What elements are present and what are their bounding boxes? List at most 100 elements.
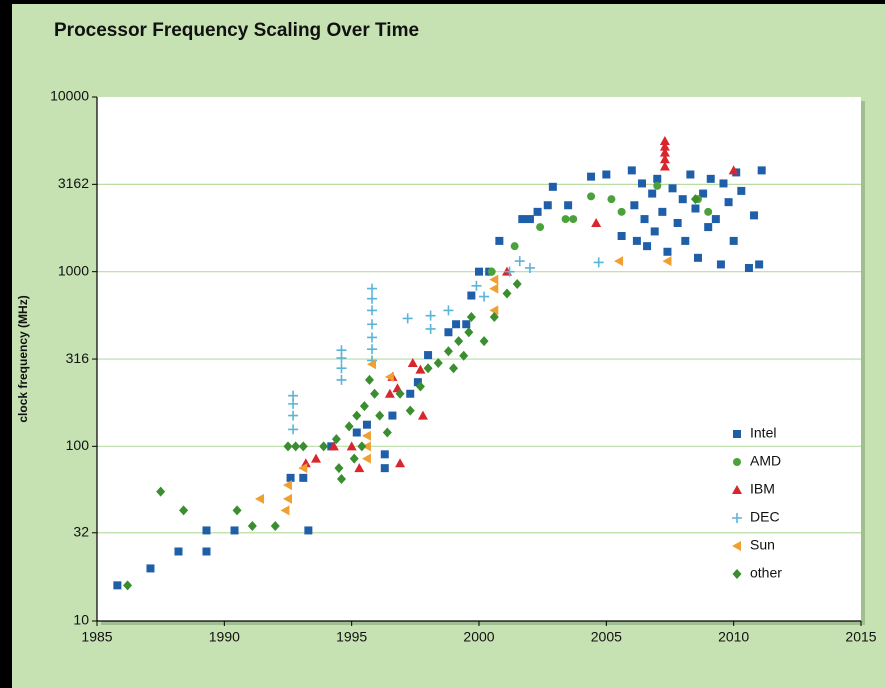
point [607,195,616,204]
point [686,170,695,179]
point [724,198,733,207]
point [681,236,690,245]
legend-marker [732,485,742,494]
point [179,505,189,516]
point [336,363,347,374]
point [346,441,357,451]
point [380,464,389,473]
point [659,141,670,151]
point [518,215,527,224]
point [113,581,122,590]
point [587,192,596,201]
y-tick-label: 3162 [58,175,89,191]
point [466,312,476,323]
point [711,215,720,224]
point [286,473,295,482]
x-tick-label: 2015 [845,629,876,645]
point [444,328,453,337]
marks [113,135,766,591]
point [536,223,545,232]
point [617,232,626,241]
point [640,215,649,224]
x-tick-label: 2010 [718,629,749,645]
point [361,453,371,464]
point [525,215,534,224]
point [533,207,542,216]
point [475,267,483,276]
point [367,305,378,316]
x-tick-label: 1990 [209,629,240,645]
point [405,405,415,416]
point [359,401,369,412]
point [288,390,299,401]
point [406,389,415,398]
point [367,319,378,330]
point [230,526,239,535]
point [632,236,641,245]
axes: 10 32 100 316 1000 3162 10000 1985 1990 1995 2000 2… [50,88,877,645]
point [678,195,687,204]
point [334,463,344,474]
point [728,165,739,175]
point [630,201,639,210]
point [650,227,659,236]
point [452,320,461,329]
point [367,359,377,370]
point [587,172,596,181]
y-tick-label: 10 [73,612,89,628]
point [489,312,499,323]
point [352,410,362,421]
y-tick-label: 32 [73,523,89,539]
point [298,441,308,452]
point [659,161,670,171]
point [591,217,602,227]
point [202,526,211,535]
point [617,207,626,216]
point [514,256,525,267]
point [512,278,522,289]
point [423,363,433,374]
point [300,458,311,468]
point [548,182,557,191]
point [719,179,728,188]
point [690,194,700,205]
point [395,388,405,399]
point [156,486,166,497]
point [543,201,552,210]
point [304,526,313,535]
x-tick-label: 2005 [591,629,622,645]
point [443,305,454,316]
legend-label: AMD [750,453,781,469]
point [417,410,428,420]
legend-label: IBM [750,481,775,497]
point [336,474,346,485]
point [232,505,242,516]
point [716,260,725,269]
legend: Intel AMD IBM DEC Sun other [732,425,782,581]
point [663,247,672,256]
point [288,424,299,435]
point [593,257,604,268]
point [737,186,746,195]
point [750,211,759,220]
point [402,313,413,324]
point [362,420,371,429]
point [288,410,299,421]
point [174,547,183,556]
point [367,344,378,355]
point [648,189,657,198]
point [614,256,624,267]
point [367,332,378,343]
point [349,453,359,464]
chart-title: Processor Frequency Scaling Over Time [54,20,419,41]
point [471,280,482,291]
point [662,256,672,267]
point [668,184,677,193]
point [357,441,367,452]
top-border [0,0,885,4]
point [415,364,426,374]
point [449,363,459,374]
point [729,236,738,245]
point [510,242,519,251]
